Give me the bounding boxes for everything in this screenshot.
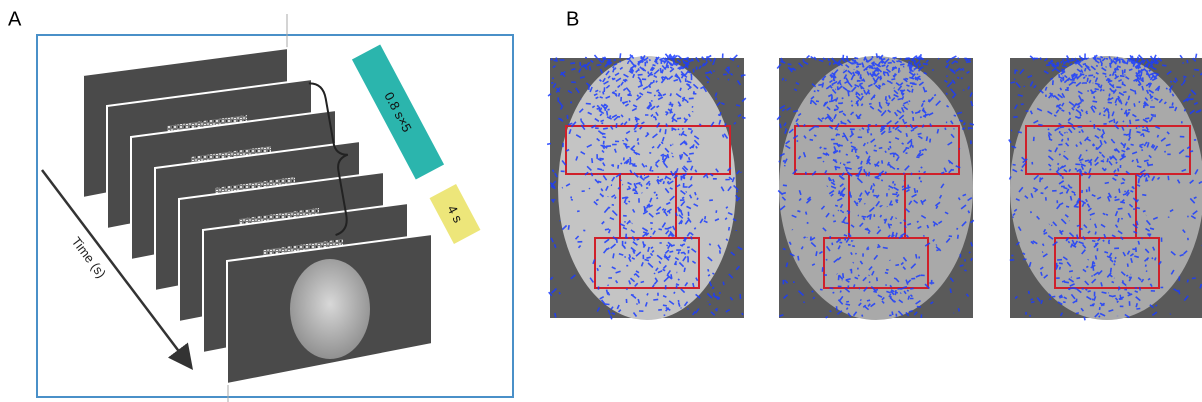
- page: A B 0.8 s×5 4 s Time (s) (() => { const …: [0, 0, 1202, 402]
- figure: A B 0.8 s×5 4 s Time (s): [0, 0, 1202, 402]
- face: [290, 259, 370, 359]
- fixation-maps: [547, 53, 1202, 320]
- face-oval: [779, 56, 973, 320]
- duration-tag: 0.8 s×5: [352, 44, 444, 179]
- axis-label: Time (s): [69, 234, 109, 281]
- duration-tag: 4 s: [430, 184, 481, 244]
- panel-label: B: [566, 8, 579, 30]
- panel-label: A: [8, 8, 22, 30]
